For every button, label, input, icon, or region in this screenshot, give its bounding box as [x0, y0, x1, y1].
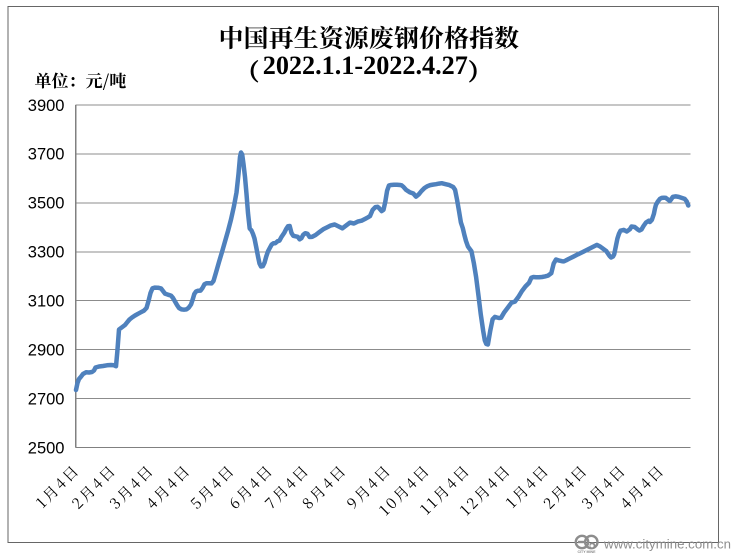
svg-text:www.citymine.com.cn: www.citymine.com.cn: [603, 537, 731, 552]
svg-text:2900: 2900: [28, 341, 65, 359]
svg-text:3500: 3500: [28, 195, 65, 213]
svg-text:2022.1.1-2022.4.27: 2022.1.1-2022.4.27: [263, 51, 468, 80]
svg-text:2500: 2500: [28, 439, 65, 457]
svg-text:CITY MINE: CITY MINE: [577, 550, 596, 554]
svg-text:3100: 3100: [28, 293, 65, 311]
svg-text:3700: 3700: [28, 146, 65, 164]
svg-text:3300: 3300: [28, 244, 65, 262]
svg-text:3900: 3900: [28, 97, 65, 115]
svg-text:2700: 2700: [28, 390, 65, 408]
